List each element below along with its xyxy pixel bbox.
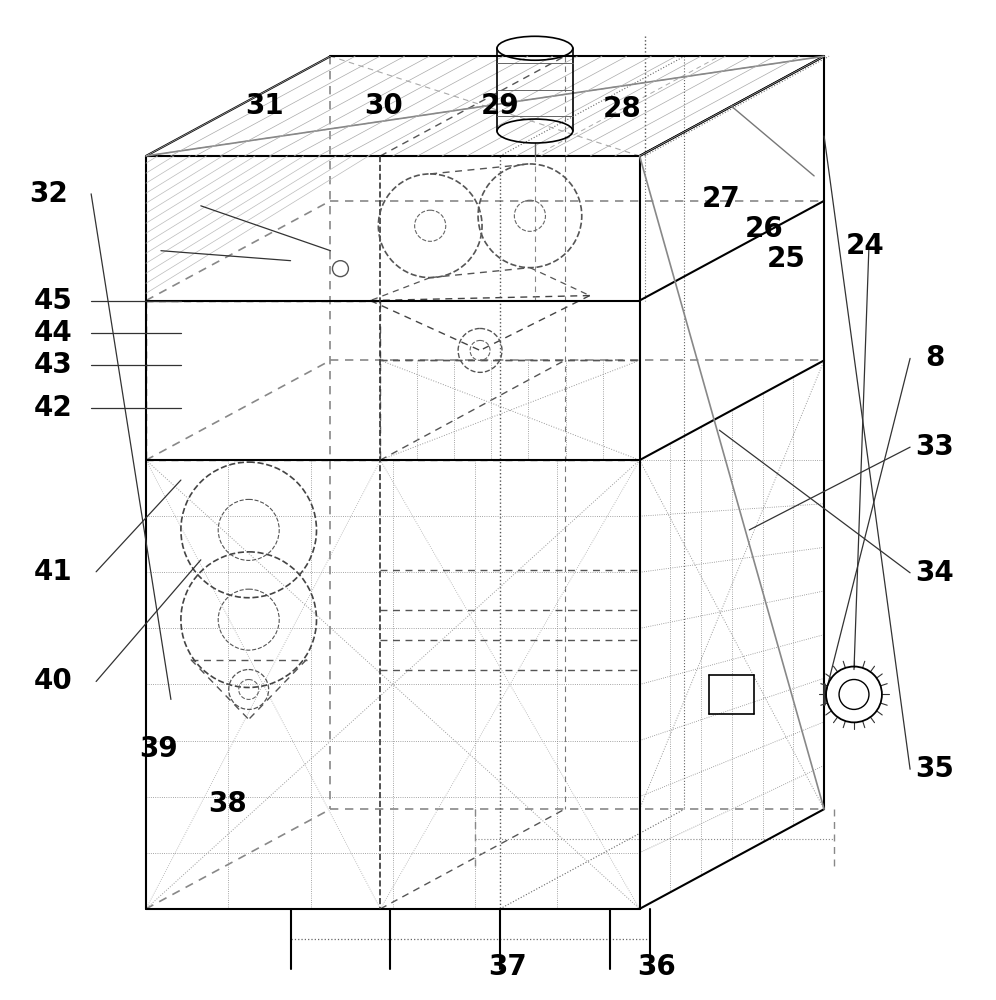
Text: 40: 40: [34, 667, 73, 695]
Text: 28: 28: [603, 95, 641, 123]
Text: 34: 34: [915, 559, 954, 587]
Text: 32: 32: [29, 180, 68, 208]
Text: 35: 35: [915, 755, 954, 783]
Text: 37: 37: [489, 953, 527, 981]
Text: 43: 43: [34, 351, 73, 379]
Text: 33: 33: [915, 433, 954, 461]
Text: 30: 30: [365, 92, 403, 120]
Text: 29: 29: [481, 92, 519, 120]
Text: 42: 42: [34, 394, 73, 422]
Text: 36: 36: [637, 953, 676, 981]
Text: 8: 8: [925, 344, 944, 372]
Text: 38: 38: [208, 790, 247, 818]
Text: 25: 25: [767, 245, 806, 273]
Text: 26: 26: [745, 215, 784, 243]
Text: 44: 44: [34, 319, 73, 347]
Text: 45: 45: [34, 287, 73, 315]
Text: 39: 39: [139, 735, 177, 763]
Text: 41: 41: [34, 558, 73, 586]
Text: 24: 24: [847, 232, 884, 260]
Text: 27: 27: [702, 185, 741, 213]
Text: 31: 31: [245, 92, 284, 120]
